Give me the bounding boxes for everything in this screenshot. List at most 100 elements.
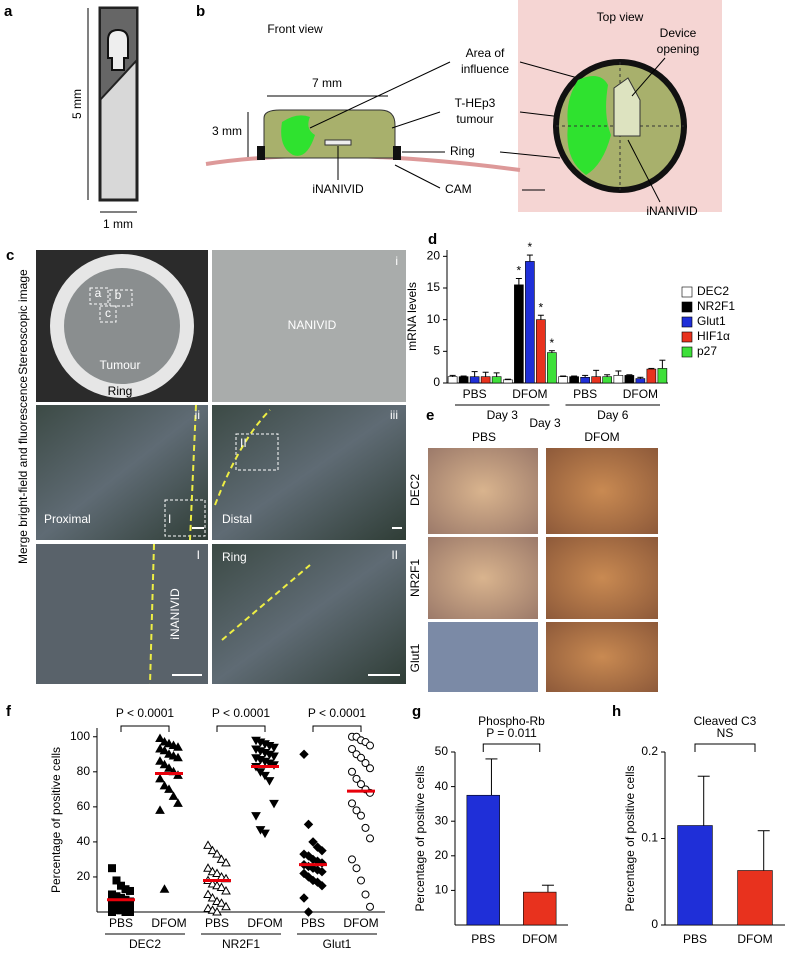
point xyxy=(366,741,374,750)
y-tick-label: 0 xyxy=(651,917,658,931)
panel-letter: d xyxy=(428,231,437,248)
y-tick-label: 50 xyxy=(435,744,449,758)
y-tick-label: 15 xyxy=(427,280,441,294)
x-tick-label: DFOM xyxy=(151,916,186,930)
numeral: I xyxy=(197,548,200,562)
x-tick-label: PBS xyxy=(463,387,487,401)
point xyxy=(366,902,374,911)
inset-label: I xyxy=(168,512,171,526)
point xyxy=(269,743,279,753)
comparison-bracket xyxy=(216,725,266,732)
point xyxy=(299,749,309,759)
label: T-HEp3 xyxy=(455,96,496,110)
point xyxy=(308,837,318,847)
point xyxy=(155,805,165,814)
inset-label: c xyxy=(105,306,111,320)
x-tick-label: DFOM xyxy=(512,387,547,401)
y-tick-label: 0 xyxy=(433,375,440,389)
panel-letter: f xyxy=(6,703,12,720)
y-axis-label: Percentage of positive cells xyxy=(49,747,63,893)
photo xyxy=(546,448,658,534)
x-tick-label: DFOM xyxy=(343,916,378,930)
bar xyxy=(602,376,612,384)
bar xyxy=(547,352,557,384)
bar xyxy=(657,368,668,384)
row-label: DEC2 xyxy=(408,474,422,506)
y-tick-label: 20 xyxy=(77,869,91,883)
group-label: DEC2 xyxy=(129,937,161,951)
label: iNANIVID xyxy=(312,182,364,196)
x-tick-label: DFOM xyxy=(247,916,282,930)
bar xyxy=(458,376,469,384)
bar xyxy=(466,794,500,926)
point xyxy=(348,745,356,754)
photo xyxy=(36,544,208,684)
significance-mark: * xyxy=(517,264,522,278)
legend-swatch xyxy=(681,346,693,358)
area-of-influence xyxy=(281,115,315,156)
bar xyxy=(514,284,524,384)
point xyxy=(361,759,370,768)
point xyxy=(126,886,134,895)
y-tick-label: 0.2 xyxy=(641,744,658,758)
point xyxy=(366,834,374,843)
scale-bars xyxy=(172,527,402,676)
point xyxy=(216,898,227,907)
panel-letter: h xyxy=(612,703,621,720)
label: Proximal xyxy=(44,512,91,526)
legend-swatch xyxy=(681,301,693,313)
point xyxy=(112,876,121,885)
chart-title: Cleaved C3 xyxy=(694,714,757,728)
row-label: NR2F1 xyxy=(408,559,422,597)
panel-letter: g xyxy=(412,703,421,720)
y-tick-label: 40 xyxy=(77,834,91,848)
x-tick-label: PBS xyxy=(109,916,133,930)
x-tick-label: PBS xyxy=(573,387,597,401)
leader-line xyxy=(627,139,661,203)
y-axis-label: Percentage of positive cells xyxy=(623,765,637,911)
point xyxy=(221,885,231,895)
point xyxy=(203,840,213,849)
label: opening xyxy=(657,42,700,56)
y-axis-label: Percentage of positive cells xyxy=(413,765,427,911)
label: Ring xyxy=(450,144,475,158)
x-tick-label: PBS xyxy=(683,932,707,946)
point xyxy=(303,907,314,917)
label: NANIVID xyxy=(288,318,337,332)
point xyxy=(352,774,361,783)
point xyxy=(366,764,374,773)
chart-title: Phospho-Rb xyxy=(478,714,545,728)
row-label: Glut1 xyxy=(408,643,422,672)
dimension-label: 7 mm xyxy=(312,76,342,90)
point xyxy=(312,842,323,852)
column-label: PBS xyxy=(472,430,496,444)
panel-letter: c xyxy=(6,247,14,264)
inset-label: II xyxy=(240,436,247,450)
bar xyxy=(558,376,568,384)
comparison-label: P < 0.0001 xyxy=(308,706,366,720)
label: Ring xyxy=(108,384,133,398)
point xyxy=(251,812,261,821)
y-tick-label: 20 xyxy=(435,848,449,862)
photo xyxy=(546,537,658,619)
point xyxy=(212,868,222,877)
legend-label: NR2F1 xyxy=(697,299,735,313)
x-tick-label: DFOM xyxy=(737,932,772,946)
point xyxy=(221,857,231,867)
numeral: ii xyxy=(195,408,200,422)
x-tick-label: PBS xyxy=(471,932,495,946)
comparison-label: P = 0.011 xyxy=(486,726,537,740)
comparison-bracket xyxy=(482,743,541,752)
bar xyxy=(503,379,513,384)
y-tick-label: 30 xyxy=(435,813,449,827)
ring xyxy=(257,146,265,160)
point xyxy=(317,866,327,877)
view-title: Front view xyxy=(267,22,323,36)
label: iNANIVID xyxy=(168,588,182,640)
bar xyxy=(525,261,535,384)
y-tick-label: 10 xyxy=(427,312,441,326)
label: CAM xyxy=(445,182,472,196)
point xyxy=(216,882,227,891)
panel-letter: a xyxy=(4,3,13,20)
device-opening xyxy=(613,77,641,137)
